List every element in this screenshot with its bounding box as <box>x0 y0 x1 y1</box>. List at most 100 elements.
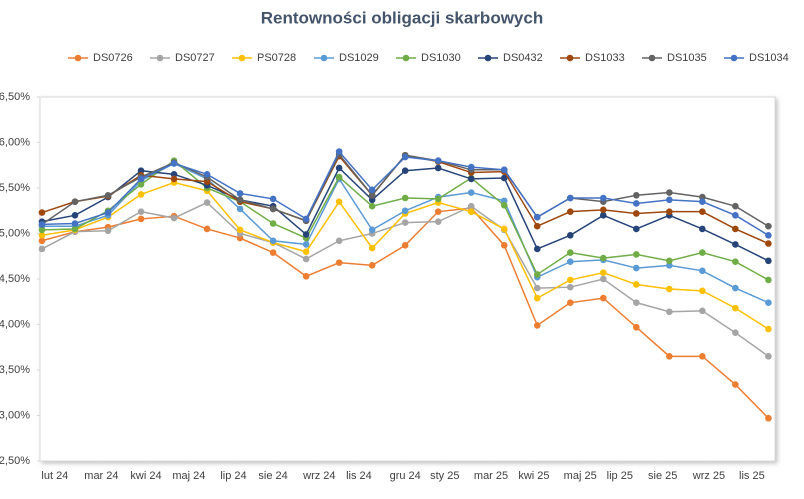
x-tick-label: maj 24 <box>172 470 205 482</box>
x-tick-label: sie 25 <box>648 470 677 482</box>
legend-label: DS1030 <box>421 52 461 64</box>
data-point <box>699 353 706 360</box>
data-point <box>401 194 409 202</box>
data-point <box>302 255 310 263</box>
data-point <box>732 284 739 292</box>
data-point <box>765 232 772 239</box>
data-point <box>533 245 541 253</box>
data-point <box>600 275 607 283</box>
data-point <box>666 196 673 204</box>
legend-label: DS1035 <box>667 52 707 64</box>
data-point <box>600 254 607 262</box>
data-point <box>633 225 640 233</box>
data-point <box>434 218 442 225</box>
data-point <box>566 232 574 239</box>
data-point <box>600 206 607 214</box>
legend-label: DS0726 <box>93 52 133 64</box>
y-tick-label: 2,50% <box>0 455 30 467</box>
x-tick-label: sie 24 <box>258 470 287 482</box>
data-point <box>335 259 343 266</box>
data-point <box>170 171 178 178</box>
data-point <box>600 194 607 202</box>
x-tick-label: maj 25 <box>564 470 597 482</box>
data-point <box>467 202 475 210</box>
data-point <box>500 201 508 209</box>
data-point <box>302 231 310 238</box>
legend-label: PS0728 <box>257 52 296 64</box>
data-point <box>269 195 277 203</box>
legend-label: DS0727 <box>175 52 215 64</box>
data-point <box>666 262 673 269</box>
x-tick-label: mar 25 <box>474 470 508 482</box>
legend-marker <box>566 54 574 62</box>
data-point <box>137 167 145 175</box>
data-point <box>533 213 541 221</box>
data-point <box>666 285 673 293</box>
data-point <box>633 299 640 306</box>
legend-marker <box>238 54 246 62</box>
data-point <box>732 329 739 336</box>
data-point <box>203 178 211 185</box>
data-point <box>38 237 46 245</box>
y-tick-label: 3,50% <box>0 364 30 376</box>
legend-marker <box>156 54 164 62</box>
data-point <box>467 208 475 215</box>
data-point <box>434 195 442 203</box>
data-point <box>170 214 178 222</box>
y-tick-label: 4,00% <box>0 318 30 330</box>
data-point <box>533 271 541 278</box>
data-point <box>368 226 376 234</box>
y-tick-label: 5,50% <box>0 182 30 194</box>
data-point <box>765 353 772 360</box>
data-point <box>137 208 145 215</box>
y-tick-label: 3,00% <box>0 409 30 421</box>
data-point <box>335 148 343 155</box>
data-point <box>368 191 376 199</box>
data-point <box>699 208 706 215</box>
data-point <box>467 189 475 196</box>
data-point <box>467 175 475 183</box>
data-point <box>170 160 178 167</box>
data-point <box>467 163 475 171</box>
data-point <box>368 196 376 204</box>
data-point <box>434 164 442 172</box>
data-point <box>236 234 244 242</box>
data-point <box>38 221 46 228</box>
plot-area <box>39 96 776 462</box>
data-point <box>401 167 409 175</box>
x-tick-label: lis 24 <box>346 470 372 482</box>
data-point <box>368 262 376 269</box>
data-point <box>368 244 376 252</box>
data-point <box>71 198 79 205</box>
x-tick-label: mar 24 <box>84 470 118 482</box>
data-point <box>434 157 442 164</box>
data-point <box>38 226 46 234</box>
data-point <box>302 241 310 248</box>
data-point <box>236 205 244 213</box>
data-point <box>38 232 46 239</box>
data-point <box>633 323 640 331</box>
data-point <box>203 171 211 178</box>
data-point <box>699 198 706 205</box>
chart-title: Rentowności obligacji skarbowych <box>261 8 543 27</box>
data-point <box>566 249 574 256</box>
data-point <box>633 264 640 272</box>
data-point <box>269 205 277 213</box>
legend-marker <box>74 54 82 62</box>
data-point <box>600 294 607 302</box>
data-point <box>71 212 79 219</box>
data-point <box>699 267 706 275</box>
data-point <box>401 219 409 226</box>
legend-label: DS1029 <box>339 52 379 64</box>
data-point <box>434 208 442 215</box>
legend-marker <box>402 54 410 62</box>
data-point <box>533 294 541 302</box>
x-tick-label: lis 25 <box>739 470 765 482</box>
data-point <box>236 196 244 204</box>
data-point <box>732 212 739 219</box>
data-point <box>699 249 706 256</box>
data-point <box>104 227 112 235</box>
x-tick-label: lip 24 <box>220 470 246 482</box>
data-point <box>633 191 640 199</box>
